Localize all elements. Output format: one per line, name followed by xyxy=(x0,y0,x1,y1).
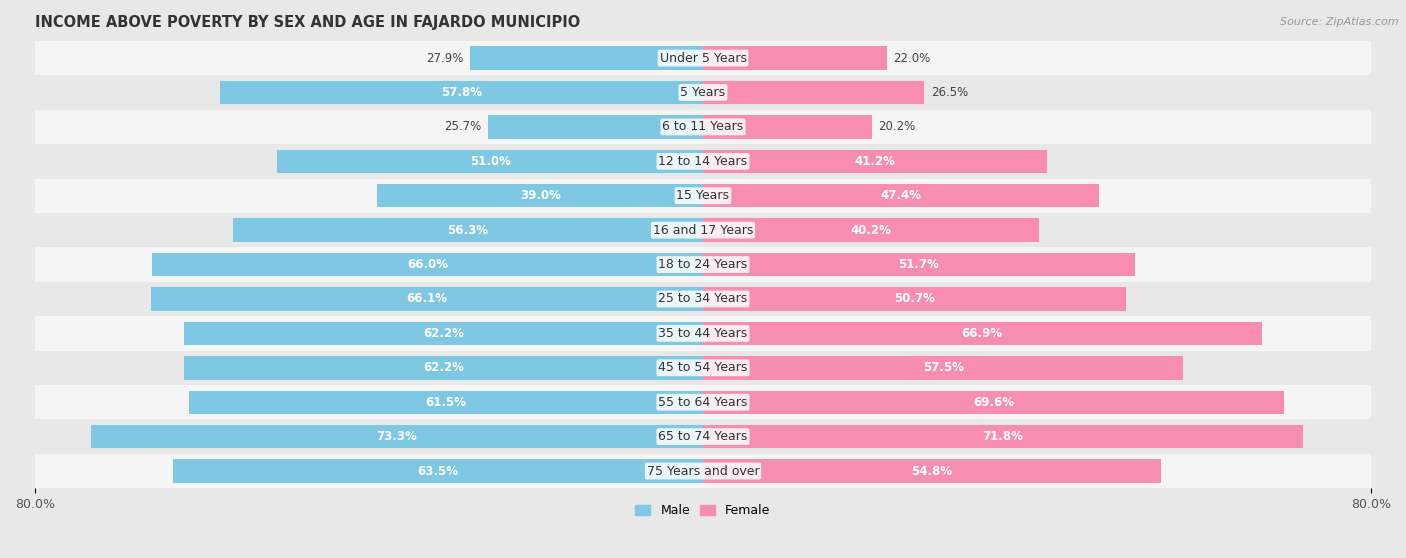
Text: 22.0%: 22.0% xyxy=(893,51,931,65)
Bar xyxy=(35,110,1371,144)
Text: 47.4%: 47.4% xyxy=(880,189,921,202)
Bar xyxy=(703,81,924,104)
Bar xyxy=(221,81,703,104)
Text: 65 to 74 Years: 65 to 74 Years xyxy=(658,430,748,443)
Bar xyxy=(35,454,1371,488)
Bar xyxy=(35,144,1371,179)
Bar xyxy=(703,425,1302,448)
Text: Under 5 Years: Under 5 Years xyxy=(659,51,747,65)
Bar xyxy=(703,46,887,70)
Text: 63.5%: 63.5% xyxy=(418,465,458,478)
Text: 40.2%: 40.2% xyxy=(851,224,891,237)
Bar xyxy=(277,150,703,173)
Text: 39.0%: 39.0% xyxy=(520,189,561,202)
Text: 66.1%: 66.1% xyxy=(406,292,447,305)
Bar xyxy=(703,115,872,138)
Bar xyxy=(173,459,703,483)
Text: 56.3%: 56.3% xyxy=(447,224,488,237)
Bar xyxy=(35,247,1371,282)
Legend: Male, Female: Male, Female xyxy=(630,499,776,522)
Text: 57.5%: 57.5% xyxy=(922,362,963,374)
Text: 50.7%: 50.7% xyxy=(894,292,935,305)
Bar xyxy=(35,385,1371,420)
Text: 20.2%: 20.2% xyxy=(879,121,915,133)
Text: 51.0%: 51.0% xyxy=(470,155,510,168)
Text: 62.2%: 62.2% xyxy=(423,327,464,340)
Text: 54.8%: 54.8% xyxy=(911,465,952,478)
Text: 45 to 54 Years: 45 to 54 Years xyxy=(658,362,748,374)
Bar xyxy=(91,425,703,448)
Bar xyxy=(703,356,1182,379)
Bar xyxy=(35,420,1371,454)
Text: 12 to 14 Years: 12 to 14 Years xyxy=(658,155,748,168)
Text: 66.9%: 66.9% xyxy=(962,327,1002,340)
Bar xyxy=(150,287,703,311)
Text: 15 Years: 15 Years xyxy=(676,189,730,202)
Text: 66.0%: 66.0% xyxy=(406,258,449,271)
Text: 55 to 64 Years: 55 to 64 Years xyxy=(658,396,748,408)
Bar xyxy=(35,179,1371,213)
Bar xyxy=(184,356,703,379)
Text: 35 to 44 Years: 35 to 44 Years xyxy=(658,327,748,340)
Text: INCOME ABOVE POVERTY BY SEX AND AGE IN FAJARDO MUNICIPIO: INCOME ABOVE POVERTY BY SEX AND AGE IN F… xyxy=(35,15,581,30)
Bar xyxy=(152,253,703,276)
Text: 41.2%: 41.2% xyxy=(855,155,896,168)
Bar xyxy=(35,282,1371,316)
Text: 61.5%: 61.5% xyxy=(426,396,467,408)
Text: Source: ZipAtlas.com: Source: ZipAtlas.com xyxy=(1281,17,1399,27)
Bar xyxy=(703,184,1099,208)
Text: 6 to 11 Years: 6 to 11 Years xyxy=(662,121,744,133)
Bar xyxy=(703,150,1047,173)
Bar xyxy=(35,75,1371,110)
Bar xyxy=(703,322,1261,345)
Text: 27.9%: 27.9% xyxy=(426,51,464,65)
Bar xyxy=(377,184,703,208)
Bar xyxy=(35,41,1371,75)
Text: 25 to 34 Years: 25 to 34 Years xyxy=(658,292,748,305)
Text: 5 Years: 5 Years xyxy=(681,86,725,99)
Bar xyxy=(703,287,1126,311)
Text: 25.7%: 25.7% xyxy=(444,121,482,133)
Text: 57.8%: 57.8% xyxy=(441,86,482,99)
Text: 73.3%: 73.3% xyxy=(377,430,418,443)
Bar xyxy=(35,213,1371,247)
Bar xyxy=(35,316,1371,350)
Text: 16 and 17 Years: 16 and 17 Years xyxy=(652,224,754,237)
Bar xyxy=(190,391,703,414)
Bar xyxy=(703,219,1039,242)
Bar xyxy=(488,115,703,138)
Text: 69.6%: 69.6% xyxy=(973,396,1014,408)
Bar xyxy=(470,46,703,70)
Bar xyxy=(233,219,703,242)
Bar xyxy=(703,459,1160,483)
Text: 62.2%: 62.2% xyxy=(423,362,464,374)
Text: 18 to 24 Years: 18 to 24 Years xyxy=(658,258,748,271)
Bar xyxy=(703,391,1284,414)
Bar xyxy=(184,322,703,345)
Text: 71.8%: 71.8% xyxy=(983,430,1024,443)
Text: 51.7%: 51.7% xyxy=(898,258,939,271)
Text: 26.5%: 26.5% xyxy=(931,86,969,99)
Bar xyxy=(35,350,1371,385)
Bar xyxy=(703,253,1135,276)
Text: 75 Years and over: 75 Years and over xyxy=(647,465,759,478)
